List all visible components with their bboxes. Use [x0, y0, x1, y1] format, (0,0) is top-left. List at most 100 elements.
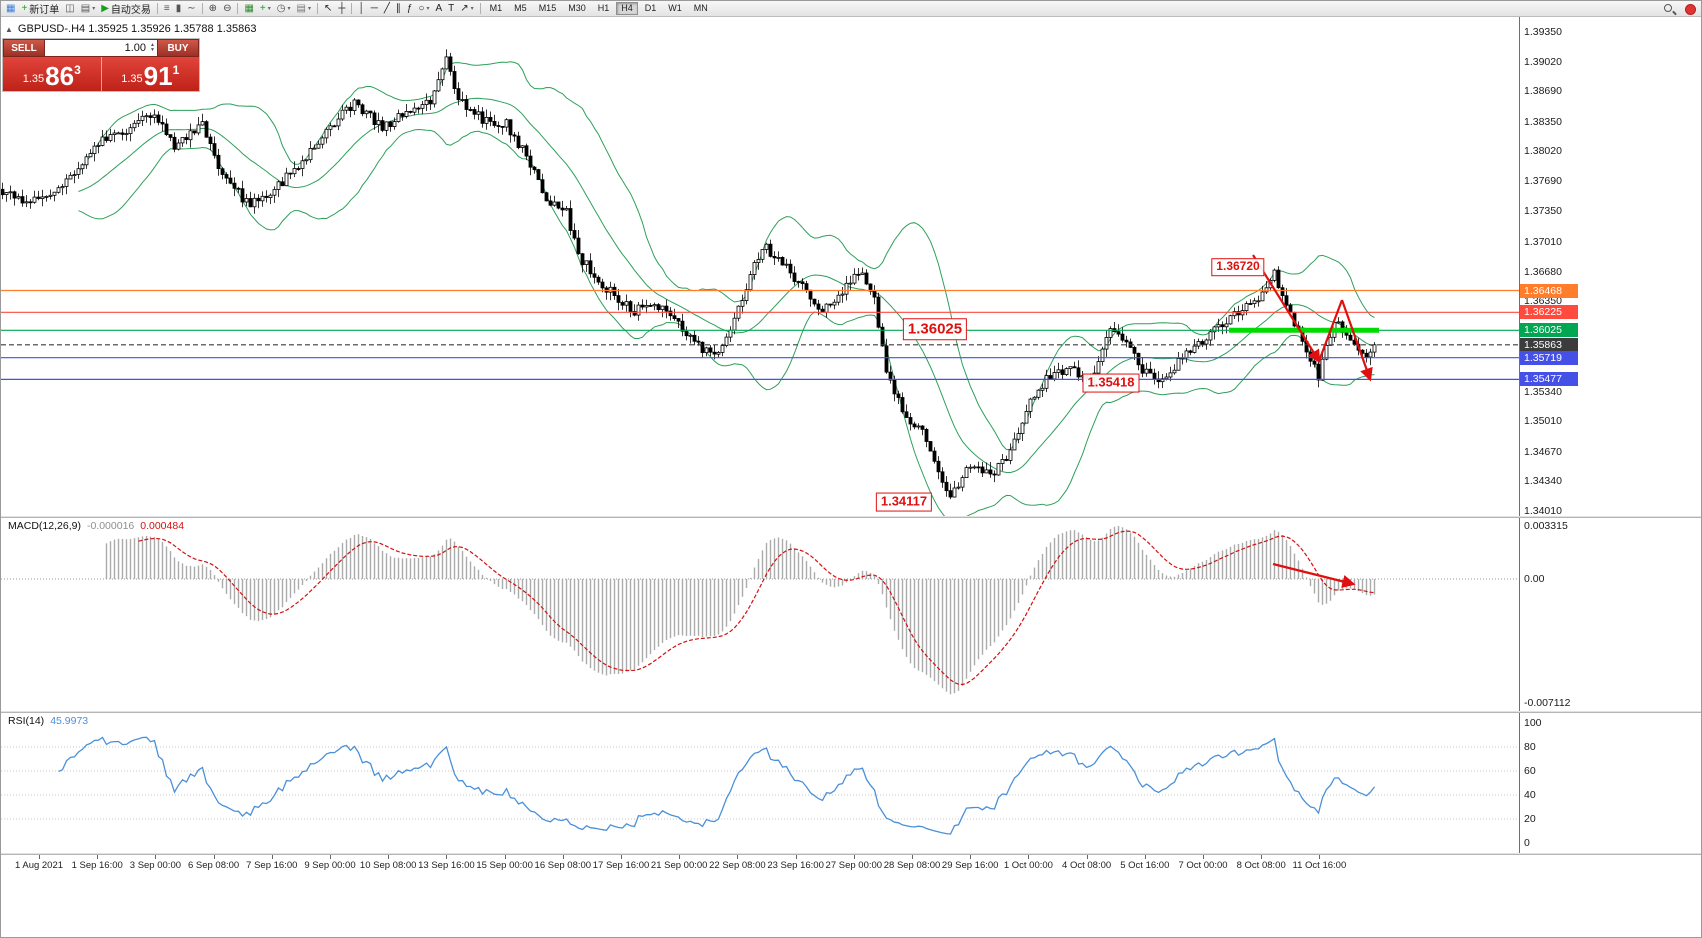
panel-separator[interactable]: [1, 516, 1701, 518]
profiles-button[interactable]: ▤ ▾: [78, 2, 98, 16]
axis-label: 1.37010: [1524, 235, 1562, 248]
cursor-button[interactable]: ↖: [321, 2, 335, 16]
timeframe-m1-button[interactable]: M1: [485, 2, 508, 15]
shapes-button[interactable]: ○ ▾: [415, 2, 432, 16]
volume-down-icon[interactable]: ▼: [150, 47, 155, 53]
templates-icon: ▤: [296, 2, 306, 14]
axis-label: 1.34010: [1524, 505, 1562, 516]
bar-chart-button[interactable]: ≡: [161, 2, 173, 16]
red-trend-arrow: [1317, 299, 1344, 362]
macd-canvas: [1, 526, 1519, 695]
time-axis[interactable]: 1 Aug 2021 1 Sep 16:00 3 Sep 00:00 6 Sep 08…: [1, 855, 1701, 873]
time-axis-label: 17 Sep 16:00: [592, 860, 650, 871]
price-chart-panel[interactable]: ▲ GBPUSD-.H4 1.35925 1.35926 1.35788 1.3…: [1, 17, 1519, 516]
bollinger-middle-band: [78, 97, 1375, 473]
volume-spinner[interactable]: ▲ ▼: [150, 43, 155, 53]
price-annotation[interactable]: 1.36025: [902, 318, 968, 340]
chevron-down-icon: ▾: [92, 6, 96, 12]
timeframe-d1-button[interactable]: D1: [640, 2, 662, 15]
buy-price-sup: 1: [172, 63, 180, 77]
axis-label: 1.36350: [1524, 295, 1562, 308]
search-icon[interactable]: [1663, 3, 1677, 16]
time-tick: [330, 855, 331, 859]
text-button[interactable]: A: [432, 2, 445, 16]
zoom-out-button[interactable]: ⊖: [220, 2, 234, 16]
line-chart-icon: ∼: [187, 2, 196, 14]
new-chart-button[interactable]: ▦: [3, 2, 18, 16]
price-level-tag: 1.36468: [1520, 283, 1578, 298]
notifications-badge-icon[interactable]: [1685, 3, 1696, 15]
cursor-icon: ↖: [323, 2, 333, 14]
axis-label: 0.003315: [1524, 520, 1568, 532]
sell-price-big: 86: [45, 61, 75, 91]
timeframe-w1-button[interactable]: W1: [663, 2, 687, 15]
macd-axis[interactable]: 0.003315 0.00 -0.007112: [1519, 518, 1701, 711]
sell-price-prefix: 1.35: [22, 73, 45, 85]
time-axis-label: 1 Sep 16:00: [71, 860, 123, 871]
time-tick: [97, 855, 99, 859]
time-tick: [271, 855, 273, 859]
vertical-line-button[interactable]: │: [355, 2, 367, 16]
macd-panel[interactable]: MACD(12,26,9) -0.000016 0.000484: [1, 518, 1519, 711]
timeframe-h4-button[interactable]: H4: [616, 2, 638, 15]
timeframe-m5-button[interactable]: M5: [509, 2, 532, 15]
rsi-panel[interactable]: RSI(14) 45.9973: [1, 713, 1519, 853]
fibonacci-button[interactable]: ƒ: [404, 2, 416, 16]
zoom-in-button[interactable]: ⊕: [206, 2, 220, 16]
channel-icon: ∥: [395, 2, 401, 14]
timeframe-m30-button[interactable]: M30: [563, 2, 591, 15]
price-annotation[interactable]: 1.34117: [875, 492, 933, 512]
panel-separator[interactable]: [1, 853, 1701, 855]
timeframe-h1-button[interactable]: H1: [593, 2, 615, 15]
axis-label: 1.39020: [1524, 55, 1562, 68]
price-axis[interactable]: 1.39350 1.39020 1.38690 1.38350 1.38020 1.376…: [1519, 17, 1701, 516]
rsi-axis[interactable]: 100 80 60 40 20 0: [1519, 713, 1701, 853]
text-label-button[interactable]: T: [445, 2, 457, 16]
toolbar-separator: [479, 3, 481, 14]
time-axis-label: 3 Sep 00:00: [129, 860, 182, 871]
templates-button[interactable]: ▤ ▾: [294, 2, 314, 16]
arrows-button[interactable]: ↗ ▾: [457, 2, 476, 16]
horizontal-line-button[interactable]: ─: [368, 2, 381, 16]
shapes-icon: ○: [418, 2, 425, 14]
axis-label: 1.35340: [1524, 385, 1562, 398]
one-click-trading-panel: SELL 1.00 ▲ ▼ BUY 1.35 86 3 1.35 9: [3, 39, 199, 91]
axis-label: 20: [1524, 813, 1536, 825]
time-tick: [504, 855, 506, 859]
new-order-button-label: 新订单: [29, 5, 60, 16]
panel-separator[interactable]: [1, 711, 1701, 713]
axis-label: 40: [1524, 789, 1536, 801]
one-click-collapse-icon[interactable]: ▲: [5, 24, 13, 34]
sell-price-display[interactable]: 1.35 86 3: [3, 57, 102, 91]
autotrading-button[interactable]: ▶ 自动交易: [98, 2, 154, 17]
time-axis-label: 13 Sep 16:00: [418, 860, 475, 871]
time-axis-label: 23 Sep 16:00: [767, 860, 824, 871]
volume-up-icon[interactable]: ▲: [150, 42, 155, 48]
price-annotation[interactable]: 1.36720: [1211, 258, 1265, 276]
buy-button[interactable]: BUY: [157, 39, 199, 57]
tile-windows-button[interactable]: ▦: [241, 2, 256, 16]
indicators-button[interactable]: + ▾: [257, 2, 274, 16]
periods-button[interactable]: ◷ ▾: [274, 2, 294, 16]
line-chart-button[interactable]: ∼: [184, 2, 198, 16]
time-axis-label: 15 Sep 00:00: [476, 860, 533, 871]
trendline-button[interactable]: ╱: [381, 2, 393, 16]
time-tick: [853, 855, 855, 859]
buy-price-display[interactable]: 1.35 91 1: [101, 57, 199, 91]
timeframe-mn-button[interactable]: MN: [689, 2, 713, 15]
price-chart-canvas[interactable]: [1, 17, 1519, 516]
time-tick: [1144, 855, 1146, 859]
new-order-button[interactable]: + 新订单: [18, 2, 62, 17]
timeframe-m15-button[interactable]: M15: [534, 2, 562, 15]
candlestick-button[interactable]: ▮: [173, 2, 185, 16]
chart-window-button[interactable]: ◫: [62, 2, 77, 16]
rsi-name: RSI(14): [8, 715, 45, 727]
sell-button[interactable]: SELL: [3, 39, 45, 57]
price-annotation[interactable]: 1.35418: [1082, 373, 1140, 393]
time-axis-label: 4 Oct 08:00: [1062, 860, 1112, 871]
text-icon: A: [435, 2, 443, 14]
time-axis-label: 29 Sep 16:00: [941, 860, 999, 871]
crosshair-button[interactable]: ┼: [335, 2, 348, 16]
channel-button[interactable]: ∥: [393, 2, 404, 16]
volume-input[interactable]: 1.00 ▲ ▼: [45, 39, 157, 57]
